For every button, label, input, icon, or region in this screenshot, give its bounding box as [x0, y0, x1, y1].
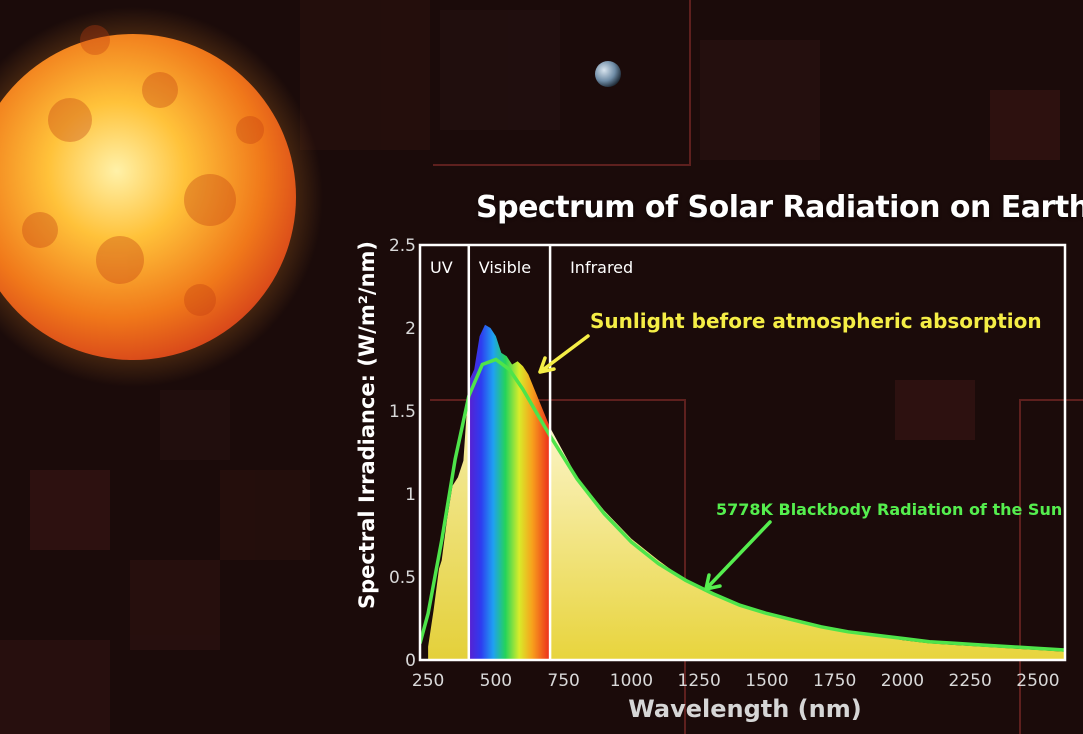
y-tick-label: 0	[405, 651, 416, 671]
plot-frame	[418, 243, 1067, 662]
sunlight-area-visible	[468, 324, 551, 660]
x-tick-label: 2250	[949, 671, 992, 691]
y-tick-label: 1	[405, 485, 416, 505]
x-tick-label: 2500	[1016, 671, 1059, 691]
x-tick-label: 1000	[610, 671, 653, 691]
annotation-sunlight-arrow	[538, 334, 590, 374]
x-tick-label: 1500	[745, 671, 788, 691]
x-tick-label: 500	[480, 671, 512, 691]
x-tick-label: 750	[547, 671, 579, 691]
y-tick-labels: 0 0.5 1 1.5 2 2.5	[389, 236, 416, 671]
annotation-blackbody-arrow	[704, 520, 772, 591]
annotation-sunlight: Sunlight before atmospheric absorption	[590, 309, 1042, 333]
y-tick-label: 2	[405, 319, 416, 339]
earth-image	[595, 61, 621, 87]
region-label-visible: Visible	[479, 258, 531, 277]
y-axis-label: Spectral Irradiance: (W/m²/nm)	[355, 241, 379, 609]
sunlight-area-infrared	[550, 427, 1065, 660]
background-tiles	[0, 40, 1060, 734]
sunlight-area-uv	[428, 381, 469, 660]
x-tick-label: 2000	[881, 671, 924, 691]
region-label-uv: UV	[430, 258, 453, 277]
x-tick-label: 1250	[678, 671, 721, 691]
y-tick-label: 0.5	[389, 568, 416, 588]
plot-area	[420, 324, 1065, 660]
sun-texture	[22, 25, 264, 316]
x-tick-label: 1750	[813, 671, 856, 691]
x-axis-label: Wavelength (nm)	[628, 695, 861, 723]
chart-title: Spectrum of Solar Radiation on Earth	[476, 190, 1083, 225]
y-tick-label: 2.5	[389, 236, 416, 256]
sun-image	[0, 34, 296, 360]
blackbody-curve	[420, 357, 1065, 652]
region-label-infrared: Infrared	[570, 258, 633, 277]
annotation-blackbody: 5778K Blackbody Radiation of the Sun	[716, 500, 1062, 519]
y-tick-label: 1.5	[389, 402, 416, 422]
x-tick-label: 250	[412, 671, 444, 691]
x-tick-labels: 250 500 750 1000 1250 1500 1750 2000 2250 2500	[412, 671, 1060, 691]
